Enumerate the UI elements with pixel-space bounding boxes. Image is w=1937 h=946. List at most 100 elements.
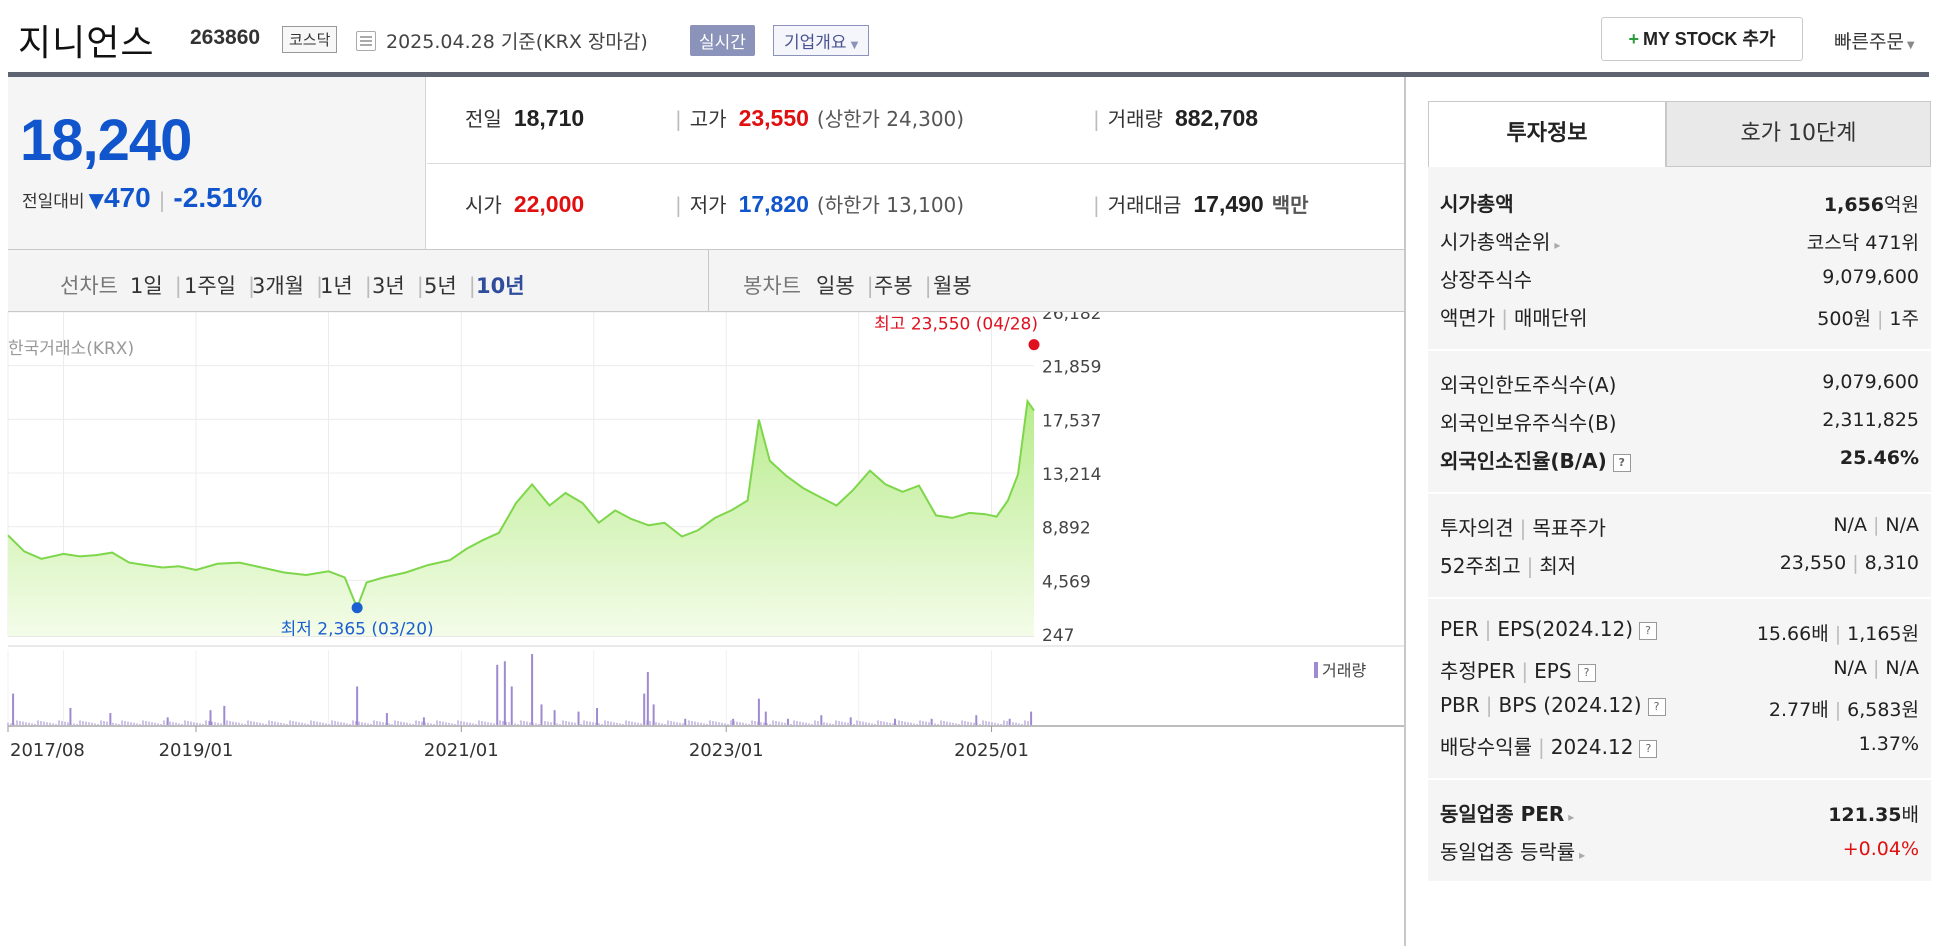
info-label-text: PER bbox=[1440, 617, 1479, 641]
candle-tab[interactable]: 주봉 | bbox=[874, 274, 932, 298]
info-value-text: 2.77배 bbox=[1768, 699, 1829, 721]
info-row: PER | EPS(2024.12)? 15.66배 | 1,165원 bbox=[1440, 617, 1919, 653]
stat-value: 17,820 bbox=[738, 191, 809, 217]
info-label-text: 2024.12 bbox=[1550, 735, 1634, 759]
stat-value: 18,710 bbox=[513, 105, 585, 131]
divider: | bbox=[1484, 617, 1492, 641]
info-label[interactable]: 시가총액순위 ▸ bbox=[1440, 226, 1560, 255]
info-label[interactable]: 동일업종 등락률 ▸ bbox=[1440, 836, 1585, 865]
section-divider bbox=[1428, 597, 1931, 599]
help-icon[interactable]: ? bbox=[1639, 622, 1658, 640]
info-label-text: 액면가 bbox=[1440, 306, 1496, 330]
info-row: 외국인소진율(B/A)? 25.46% bbox=[1440, 445, 1919, 481]
section-divider bbox=[1428, 778, 1931, 780]
help-icon[interactable]: ? bbox=[1647, 698, 1666, 716]
info-value: 9,079,600 bbox=[1822, 266, 1919, 288]
stock-code: 263860 bbox=[190, 26, 261, 49]
info-row: 시가총액 1,656억원 bbox=[1440, 188, 1919, 224]
info-value-text: 1.37% bbox=[1858, 733, 1919, 755]
chevron-down-icon: ▼ bbox=[850, 40, 859, 51]
info-value-text: 8,310 bbox=[1864, 552, 1919, 574]
info-value: 9,079,600 bbox=[1822, 371, 1919, 393]
stats-divider bbox=[427, 163, 1404, 164]
stat-label: 거래량 bbox=[1107, 107, 1163, 131]
info-value-text: N/A bbox=[1885, 514, 1919, 536]
info-value-text: 코스닥 471위 bbox=[1806, 232, 1919, 254]
divider: | bbox=[1852, 552, 1859, 574]
period-tab[interactable]: 1일 | bbox=[130, 274, 182, 298]
stat-label: 전일 bbox=[465, 107, 502, 131]
info-value: 2.77배 | 6,583원 bbox=[1769, 695, 1919, 722]
tab-order-book[interactable]: 호가 10단계 bbox=[1666, 101, 1931, 167]
info-value-text: 6,583원 bbox=[1847, 699, 1919, 721]
info-label-text: 상장주식수 bbox=[1440, 268, 1532, 292]
info-row: 외국인보유주식수(B) 2,311,825 bbox=[1440, 407, 1919, 443]
quick-order-dropdown[interactable]: 빠른주문 ▼ bbox=[1834, 27, 1915, 54]
info-value: 15.66배 | 1,165원 bbox=[1757, 619, 1919, 646]
divider: | bbox=[1526, 554, 1534, 578]
info-value: 500원 | 1주 bbox=[1817, 304, 1919, 331]
info-value-text: 15.66배 bbox=[1756, 623, 1829, 645]
chart-source: 한국거래소(KRX) bbox=[8, 339, 135, 359]
candle-tab[interactable]: 일봉 | bbox=[816, 274, 874, 298]
divider: | bbox=[1834, 699, 1842, 721]
period-tab[interactable]: 10년 bbox=[476, 274, 525, 298]
realtime-button[interactable]: 실시간 bbox=[690, 25, 755, 56]
info-label-text: 외국인보유주식수(B) bbox=[1440, 411, 1617, 435]
company-overview-dropdown[interactable]: 기업개요 ▼ bbox=[773, 25, 870, 56]
period-tab[interactable]: 3개월 | bbox=[252, 274, 324, 298]
divider: | bbox=[675, 193, 682, 217]
y-tick-label: 17,537 bbox=[1042, 411, 1101, 431]
info-value: N/A | N/A bbox=[1833, 657, 1919, 679]
info-value: 코스닥 471위 bbox=[1807, 228, 1919, 255]
y-tick-label: 247 bbox=[1042, 626, 1074, 646]
stat-amount: | 거래대금 17,490 백만 bbox=[1093, 189, 1309, 218]
divider: | bbox=[1872, 657, 1880, 679]
header-divider bbox=[8, 72, 1929, 77]
plus-icon: + bbox=[1628, 29, 1640, 49]
stat-label: 저가 bbox=[689, 193, 727, 217]
divider: | bbox=[248, 274, 256, 298]
divider: | bbox=[1872, 514, 1880, 536]
base-date: 2025.04.28 기준(KRX 장마감) bbox=[386, 31, 648, 53]
x-tick-label: 2019/01 bbox=[159, 740, 234, 761]
period-tab[interactable]: 1년 | bbox=[320, 274, 372, 298]
tab-invest-info[interactable]: 투자정보 bbox=[1428, 101, 1666, 167]
quick-order-label: 빠른주문 bbox=[1834, 31, 1904, 53]
info-value-text: N/A bbox=[1833, 657, 1867, 679]
info-row: 52주최고 | 최저 23,550 | 8,310 bbox=[1440, 550, 1919, 586]
info-value: 1.37% bbox=[1859, 733, 1919, 755]
current-price: 18,240 bbox=[20, 108, 192, 173]
info-row: 동일업종 등락률 ▸ +0.04% bbox=[1440, 836, 1919, 872]
period-tab[interactable]: 1주일 | bbox=[184, 274, 256, 298]
info-value-unit: 억원 bbox=[1884, 194, 1919, 216]
calendar-icon bbox=[356, 31, 376, 51]
help-icon[interactable]: ? bbox=[1612, 454, 1631, 472]
info-label[interactable]: 동일업종 PER ▸ bbox=[1440, 798, 1574, 827]
current-price-panel: 18,240 전일대비 ▼470 | -2.51% bbox=[8, 77, 426, 249]
price-chart[interactable]: 26,182 21,859 17,537 13,214 8,892 4,569 247 최고 … bbox=[0, 312, 1404, 946]
market-badge: 코스닥 bbox=[282, 26, 338, 53]
help-icon[interactable]: ? bbox=[1577, 664, 1596, 682]
candle-tab[interactable]: 월봉 bbox=[933, 274, 972, 298]
stat-value: 22,000 bbox=[513, 191, 585, 217]
price-line bbox=[7, 398, 1035, 611]
divider: | bbox=[1834, 623, 1842, 645]
add-my-stock-button[interactable]: + MY STOCK 추가 bbox=[1601, 17, 1803, 61]
info-row: 액면가 | 매매단위 500원 | 1주 bbox=[1440, 302, 1919, 338]
divider: | bbox=[316, 274, 324, 298]
info-value-text: 9,079,600 bbox=[1822, 371, 1919, 393]
info-value-text: 25.46% bbox=[1839, 447, 1919, 469]
period-tab[interactable]: 5년 | bbox=[424, 274, 476, 298]
divider: | bbox=[1485, 693, 1493, 717]
stat-label: 고가 bbox=[689, 107, 727, 131]
divider: | bbox=[1521, 659, 1529, 683]
info-row: 외국인한도주식수(A) 9,079,600 bbox=[1440, 369, 1919, 405]
section-divider bbox=[1428, 492, 1931, 494]
divider: | bbox=[158, 188, 166, 212]
info-label-text: EPS bbox=[1534, 659, 1572, 683]
help-icon[interactable]: ? bbox=[1639, 740, 1658, 758]
panel-divider bbox=[1404, 77, 1406, 946]
period-tab[interactable]: 3년 | bbox=[372, 274, 424, 298]
